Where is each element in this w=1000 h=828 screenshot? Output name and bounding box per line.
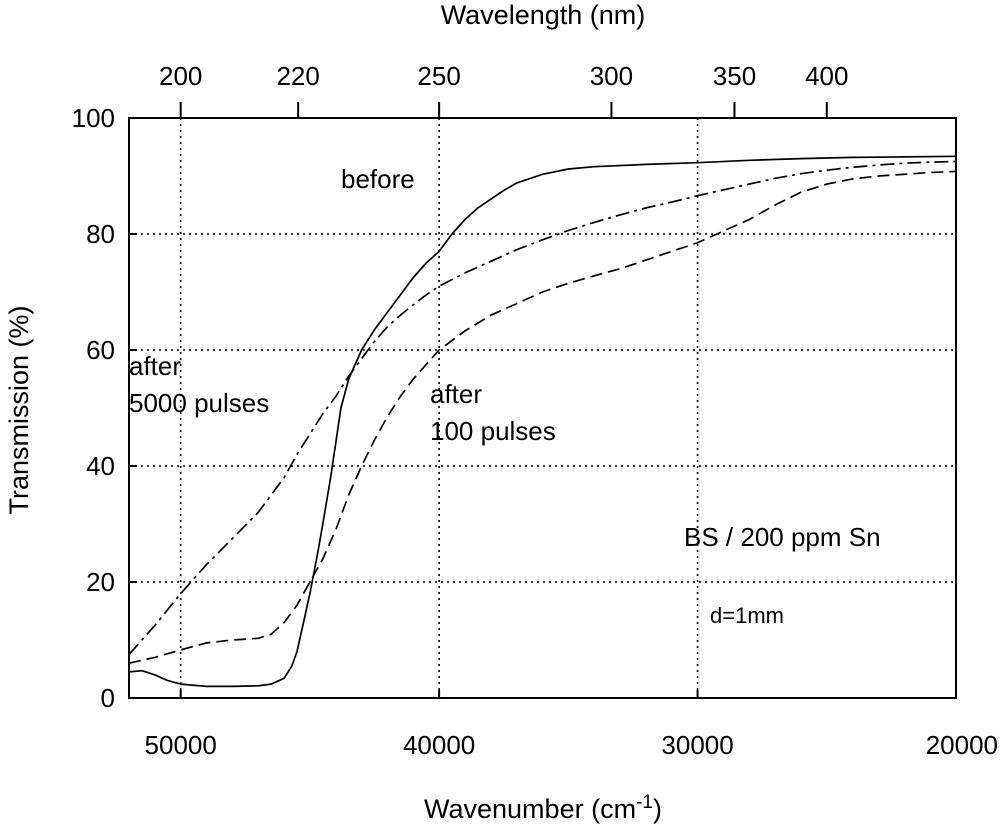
annotation-after-5000-line1: after [129,351,181,381]
y-tick-label-20: 20 [86,567,115,597]
x-axis-title-close: ) [653,794,662,824]
x-tick-label-20000: 20000 [926,730,998,760]
annotation-after-5000-line2: 5000 pulses [129,388,269,418]
series-before-line [128,155,957,688]
y-tick-label-60: 60 [86,335,115,365]
top-tick-label-250: 250 [417,61,460,91]
x-axis-title-superscript: -1 [636,792,653,813]
y-tick-label-100: 100 [72,103,115,133]
x-tick-label-30000: 30000 [661,730,733,760]
top-tick-label-350: 350 [713,61,756,91]
annotation-after-100-pulses: after 100 pulses [430,379,556,446]
top-tick-label-200: 200 [159,61,202,91]
annotation-sample: BS / 200 ppm Sn [684,522,881,552]
y-tick-label-40: 40 [86,451,115,481]
data-series [128,155,957,688]
series-after-100-pulses-line [128,170,957,665]
annotation-after-100-line1: after [430,379,482,409]
top-tick-label-300: 300 [590,61,633,91]
y-tick-label-0: 0 [101,683,115,713]
annotation-after-100-line2: 100 pulses [430,416,556,446]
x-axis-title: Wavenumber (cm-1) [424,792,662,825]
series-after-5000-pulses-line [128,160,957,656]
y-tick-label-80: 80 [86,219,115,249]
axis-ticks [129,102,957,699]
x-tick-label-50000: 50000 [145,730,217,760]
grid-lines [129,118,956,698]
annotation-thickness: d=1mm [710,603,784,628]
annotation-after-5000-pulses: after 5000 pulses [129,351,269,418]
x-axis-title-main: Wavenumber (cm [424,794,636,824]
y-axis-title: Transmission (%) [4,305,34,514]
plot-frame [128,117,957,699]
tick-labels: 0 20 40 60 80 100 50000 40000 30000 20000 200 220 25… [72,61,998,760]
x-tick-label-40000: 40000 [403,730,475,760]
top-tick-label-220: 220 [276,61,319,91]
top-tick-label-400: 400 [805,61,848,91]
top-axis-title: Wavelength (nm) [441,0,646,30]
annotation-before: before [341,164,415,194]
